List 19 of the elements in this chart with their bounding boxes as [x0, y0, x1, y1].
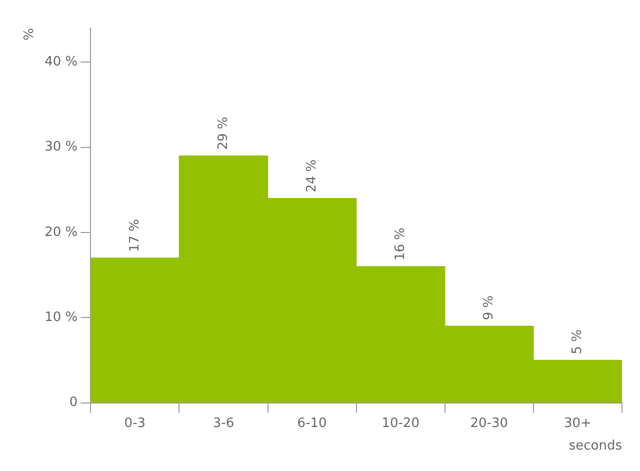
y-tick-label: 20 % — [44, 224, 78, 240]
data-label: 17 % — [127, 218, 142, 252]
y-tick-label: 10 % — [44, 310, 78, 325]
x-tick-label: 3-6 — [212, 416, 234, 431]
data-label: 29 % — [216, 116, 231, 150]
x-tick-label: 0-3 — [124, 416, 146, 431]
x-tick-label: 6-10 — [297, 416, 327, 431]
data-label: 9 % — [482, 295, 497, 320]
y-axis-title: % — [22, 28, 38, 40]
x-tick-label: 10-20 — [382, 416, 420, 431]
x-tick-label: 20-30 — [470, 416, 508, 431]
x-tick-label: 30+ — [564, 416, 592, 431]
data-label: 16 % — [392, 227, 408, 261]
y-tick-label: 40 % — [44, 54, 78, 70]
x-axis-title: seconds — [568, 438, 622, 454]
y-tick-label: 30 % — [44, 140, 78, 155]
data-label: 24 % — [304, 159, 320, 192]
y-tick-label: 0 — [69, 395, 78, 410]
data-label: 5 % — [570, 329, 586, 354]
